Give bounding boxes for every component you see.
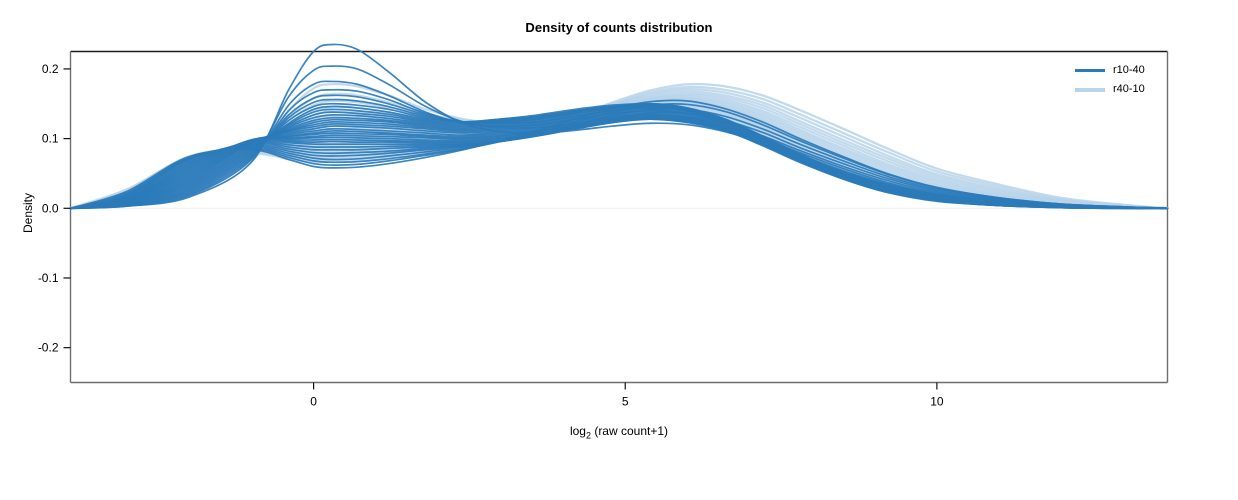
x-tick-label: 0 [310, 395, 317, 409]
axis-tick-labels: 0 5 10 -0.2 -0.1 0.0 0.1 0.2 [38, 62, 944, 409]
density-curve [69, 107, 1169, 210]
legend-label-r40-10: r40-10 [1113, 83, 1145, 95]
x-axis-label-subscript: 2 [585, 430, 591, 441]
legend: r10-40 r40-10 [1075, 61, 1163, 99]
y-tick-label: 0.2 [42, 62, 59, 76]
y-tick-label: -0.1 [38, 271, 59, 285]
legend-swatch-r40-10 [1075, 87, 1105, 92]
density-curve [69, 114, 1169, 210]
y-axis-label: Density [21, 193, 35, 234]
y-tick-label: 0.1 [42, 132, 59, 146]
legend-swatch-r10-40 [1075, 69, 1105, 72]
page-title: Density of counts distribution [525, 20, 713, 35]
x-axis-label-prefix: log [569, 424, 586, 438]
x-axis-label: log2 (raw count+1) [0, 424, 1238, 440]
x-tick-label: 10 [930, 395, 944, 409]
density-curve [69, 111, 1169, 210]
y-tick-label: 0.0 [42, 201, 59, 215]
axis-ticks [63, 68, 938, 390]
density-curves-r10-40 [69, 43, 1169, 210]
legend-item-r40-10[interactable]: r40-10 [1075, 80, 1163, 99]
y-tick-label: -0.2 [38, 341, 59, 355]
legend-item-r10-40[interactable]: r10-40 [1075, 61, 1163, 80]
plot-frame [69, 50, 1169, 384]
x-axis-label-suffix: (raw count+1) [590, 424, 669, 438]
density-curve [69, 116, 1169, 210]
density-curve [69, 99, 1169, 210]
density-curve [69, 43, 1169, 210]
x-tick-label: 5 [622, 395, 629, 409]
legend-label-r10-40: r10-40 [1113, 64, 1145, 76]
